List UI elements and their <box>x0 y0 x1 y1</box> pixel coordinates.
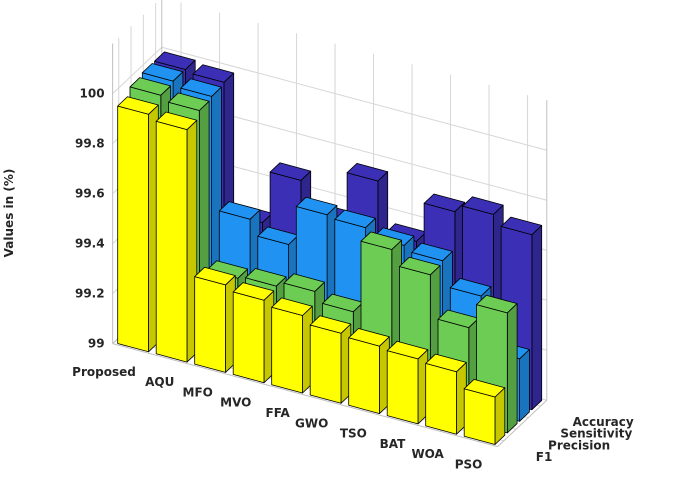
bar-top <box>271 297 313 316</box>
bar-top <box>154 51 196 70</box>
bar-front <box>232 291 265 384</box>
bar-top <box>423 193 466 213</box>
axis-line <box>497 399 548 448</box>
bar-front <box>309 324 342 404</box>
bar-top <box>295 196 338 216</box>
bar <box>348 328 390 415</box>
series-tick-label: Accuracy <box>573 415 634 429</box>
z-tick-label: 100 <box>80 87 105 101</box>
bar-top <box>283 273 326 292</box>
bar-front <box>271 306 303 394</box>
bars-layer <box>117 51 543 445</box>
bar-top <box>194 266 236 286</box>
bar-top <box>346 162 389 182</box>
z-axis-title: Values in (%) <box>2 169 16 258</box>
bar-side <box>531 224 543 411</box>
bar-top <box>232 282 275 301</box>
bar <box>309 315 352 404</box>
bar-top <box>129 77 172 96</box>
bar <box>117 96 159 353</box>
z-tick-label: 99 <box>88 337 105 351</box>
bar-front <box>386 350 419 425</box>
series-tick-label: Sensitivity <box>560 427 632 441</box>
bar-side <box>494 387 506 445</box>
bar-front <box>463 388 496 445</box>
labels-layer: 99 99.2 99.4 99.6 99.8 100 Values in (%) Propos… <box>2 87 634 472</box>
axis-line <box>112 343 498 448</box>
bar <box>194 266 236 373</box>
series-tick-label: Precision <box>548 438 610 452</box>
bar-top <box>334 209 376 229</box>
bar-top <box>141 63 184 82</box>
bar-top <box>168 92 210 111</box>
bar-top <box>500 216 543 236</box>
bar <box>155 111 198 363</box>
z-tick-label: 99.8 <box>75 137 105 151</box>
category-tick-label: TSO <box>340 427 367 441</box>
bar-top <box>348 328 390 347</box>
category-tick-label: PSO <box>455 458 483 472</box>
bar-front <box>194 276 226 373</box>
bar <box>425 353 467 435</box>
bar-top <box>360 231 403 250</box>
bar-side <box>506 303 518 434</box>
category-tick-label: FFA <box>266 406 291 420</box>
grid-line <box>161 46 547 151</box>
category-tick-label: MFO <box>183 385 213 399</box>
z-tick-label: 99.6 <box>75 187 105 201</box>
bar <box>386 340 429 425</box>
bar-front <box>348 337 380 415</box>
z-tick-label: 99.2 <box>75 287 105 301</box>
bar-top <box>192 64 235 83</box>
bar-top <box>476 294 518 314</box>
bar-top <box>245 268 287 287</box>
bar-front <box>425 362 457 435</box>
category-tick-label: GWO <box>295 416 328 430</box>
bar-front <box>155 120 188 363</box>
bar-top <box>449 277 492 297</box>
bar-top <box>155 111 198 131</box>
category-tick-label: AQU <box>145 375 174 389</box>
bar-top <box>180 78 222 97</box>
bar-top <box>309 315 352 334</box>
bar-top <box>117 96 159 115</box>
z-tick-label: 99.4 <box>75 237 105 251</box>
bar-top <box>269 162 312 181</box>
bar <box>232 282 275 384</box>
bar-front <box>117 105 149 353</box>
bar-top <box>386 340 429 360</box>
bar <box>463 378 506 445</box>
grid-line <box>112 46 163 95</box>
bar-top <box>411 242 453 262</box>
bar-side <box>519 349 530 422</box>
category-tick-label: WOA <box>411 447 444 461</box>
category-tick-label: Proposed <box>72 365 136 379</box>
bar-top <box>462 196 504 215</box>
bar-top <box>218 201 261 220</box>
bar <box>271 297 313 394</box>
category-tick-label: BAT <box>380 437 407 451</box>
category-tick-label: MVO <box>220 396 251 410</box>
bar-top <box>463 378 506 398</box>
bar-top <box>399 256 441 276</box>
series-tick-label: F1 <box>536 450 553 464</box>
bar-top <box>425 353 467 373</box>
